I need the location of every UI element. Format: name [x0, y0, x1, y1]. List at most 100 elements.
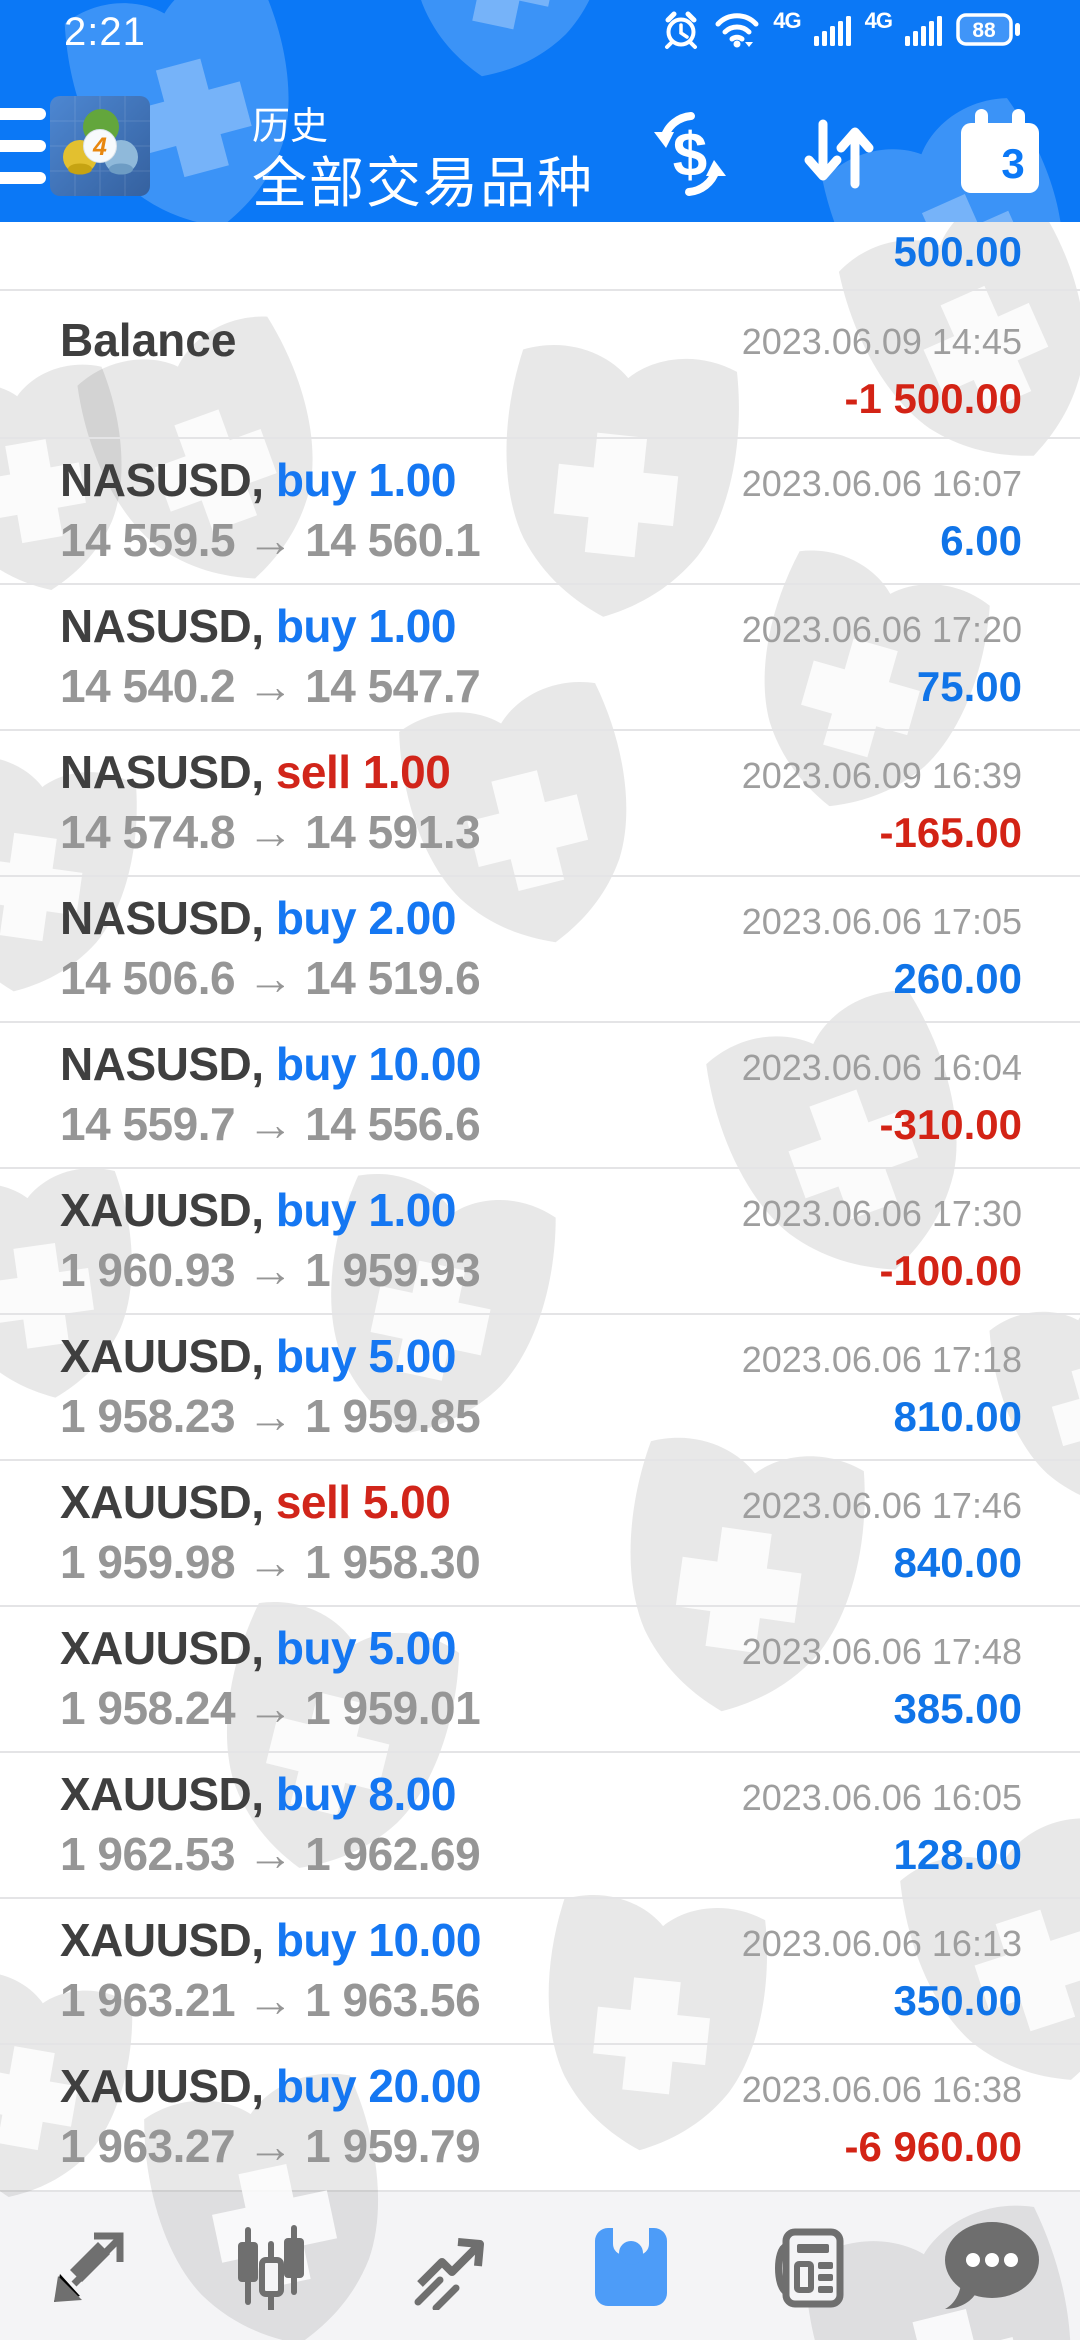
trade-datetime: 2023.06.06 16:38 — [741, 2069, 1022, 2110]
trade-open-price: 1 963.21 — [60, 1974, 236, 2026]
mt4-app-icon[interactable]: 4 — [50, 96, 150, 196]
trade-side-volume: buy 5.00 — [275, 1330, 457, 1382]
currency-exchange-icon: $ — [654, 112, 726, 196]
trade-close-price: 14 519.6 — [305, 952, 481, 1004]
trade-side-volume: buy 10.00 — [275, 1914, 482, 1966]
header-title-symbol-filter[interactable]: 全部交易品种 — [252, 152, 595, 214]
nav-charts[interactable] — [180, 2192, 360, 2340]
trade-symbol: XAUUSD, — [60, 1330, 276, 1382]
trade-symbol: XAUUSD, — [60, 1184, 276, 1236]
header-subtitle: 历史 — [252, 106, 329, 148]
trade-open-price: 1 962.53 — [60, 1828, 236, 1880]
trade-open-price: 1 960.93 — [60, 1244, 236, 1296]
trade-profit: -165.00 — [879, 809, 1022, 856]
history-trade-row[interactable]: NASUSD, buy 10.00 14 559.7 → 14 556.6 20… — [0, 1021, 1080, 1167]
svg-text:$: $ — [673, 121, 707, 190]
trade-side-volume: sell 1.00 — [275, 746, 451, 798]
trade-symbol: XAUUSD, — [60, 1476, 276, 1528]
trade-open-price: 14 506.6 — [60, 952, 236, 1004]
nav-history[interactable] — [540, 2192, 720, 2340]
trade-datetime: 2023.06.06 17:20 — [741, 609, 1022, 650]
trade-side-volume: buy 5.00 — [275, 1622, 457, 1674]
price-arrow-icon: → — [247, 514, 306, 566]
history-row-partial[interactable]: 500.00 — [0, 222, 1080, 289]
trade-close-price: 1 959.93 — [305, 1244, 481, 1296]
trade-profit: 350.00 — [893, 1977, 1022, 2024]
history-trade-row[interactable]: NASUSD, buy 1.00 14 540.2 → 14 547.7 202… — [0, 583, 1080, 729]
trade-side-volume: buy 20.00 — [275, 2060, 482, 2112]
trade-side-volume: buy 1.00 — [275, 600, 457, 652]
history-trade-row[interactable]: XAUUSD, sell 5.00 1 959.98 → 1 958.30 20… — [0, 1459, 1080, 1605]
svg-text:3: 3 — [1001, 140, 1024, 187]
history-trade-row[interactable]: XAUUSD, buy 5.00 1 958.23 → 1 959.85 202… — [0, 1313, 1080, 1459]
wifi-icon — [715, 13, 759, 48]
nav-news[interactable] — [720, 2192, 900, 2340]
trade-side-volume: buy 8.00 — [275, 1768, 457, 1820]
trade-open-price: 14 540.2 — [60, 660, 236, 712]
balance-datetime: 2023.06.09 14:45 — [741, 321, 1022, 362]
trade-profit: 500.00 — [893, 228, 1022, 275]
trade-datetime: 2023.06.06 16:13 — [741, 1923, 1022, 1964]
alarm-clock-icon — [665, 11, 698, 49]
price-arrow-icon: → — [247, 1244, 306, 1296]
trade-profit: 810.00 — [893, 1393, 1022, 1440]
trade-datetime: 2023.06.06 17:18 — [741, 1339, 1022, 1380]
trade-close-price: 14 547.7 — [305, 660, 481, 712]
history-trade-row[interactable]: XAUUSD, buy 10.00 1 963.21 → 1 963.56 20… — [0, 1897, 1080, 2043]
trade-close-price: 14 591.3 — [305, 806, 481, 858]
nav-trade[interactable] — [360, 2192, 540, 2340]
trade-profit: -310.00 — [879, 1101, 1022, 1148]
network-type-label: 4G — [773, 8, 801, 33]
history-trade-row[interactable]: XAUUSD, buy 1.00 1 960.93 → 1 959.93 202… — [0, 1167, 1080, 1313]
balance-amount: -1 500.00 — [844, 375, 1022, 422]
history-trade-row[interactable]: NASUSD, buy 2.00 14 506.6 → 14 519.6 202… — [0, 875, 1080, 1021]
trade-profit: 6.00 — [940, 517, 1022, 564]
trade-symbol: XAUUSD, — [60, 2060, 276, 2112]
price-arrow-icon: → — [247, 1390, 306, 1442]
price-arrow-icon: → — [247, 1828, 306, 1880]
nav-quotes[interactable] — [0, 2192, 180, 2340]
balance-label: Balance — [60, 314, 237, 366]
history-trade-row[interactable]: NASUSD, buy 1.00 14 559.5 → 14 560.1 202… — [0, 437, 1080, 583]
status-time: 2:21 — [64, 10, 146, 54]
trade-open-price: 14 574.8 — [60, 806, 236, 858]
hamburger-menu-button[interactable] — [0, 108, 50, 194]
chat-bubble-button[interactable] — [900, 2192, 1080, 2340]
signal-bars-icon — [813, 16, 851, 46]
price-arrow-icon: → — [247, 660, 306, 712]
bottom-navigation — [0, 2190, 1080, 2340]
trade-symbol: XAUUSD, — [60, 1914, 276, 1966]
trade-side-volume: buy 10.00 — [275, 1038, 482, 1090]
trade-datetime: 2023.06.06 17:48 — [741, 1631, 1022, 1672]
history-trade-row[interactable]: NASUSD, sell 1.00 14 574.8 → 14 591.3 20… — [0, 729, 1080, 875]
deposit-currency-button[interactable]: $ — [642, 106, 738, 202]
history-balance-row[interactable]: Balance 2023.06.09 14:45 -1 500.00 — [0, 289, 1080, 437]
network-type-label: 4G — [864, 8, 893, 33]
calendar-icon: 3 — [961, 109, 1039, 193]
history-trade-row[interactable]: XAUUSD, buy 8.00 1 962.53 → 1 962.69 202… — [0, 1751, 1080, 1897]
date-range-button[interactable]: 3 — [952, 106, 1048, 202]
trade-datetime: 2023.06.06 17:46 — [741, 1485, 1022, 1526]
history-trade-row[interactable]: XAUUSD, buy 5.00 1 958.24 → 1 959.01 202… — [0, 1605, 1080, 1751]
chat-bubble-icon — [945, 2222, 1039, 2309]
price-arrow-icon: → — [247, 1682, 306, 1734]
sort-arrows-icon — [804, 119, 874, 189]
price-arrow-icon: → — [247, 806, 306, 858]
trade-side-volume: buy 1.00 — [275, 1184, 457, 1236]
trade-side-volume: buy 2.00 — [275, 892, 457, 944]
trade-close-price: 1 959.85 — [305, 1390, 481, 1442]
trade-profit: -6 960.00 — [844, 2123, 1022, 2170]
trade-profit: 128.00 — [893, 1831, 1022, 1878]
trade-open-price: 1 958.24 — [60, 1682, 236, 1734]
trade-side-volume: buy 1.00 — [275, 454, 457, 506]
trade-profit: 260.00 — [893, 955, 1022, 1002]
trade-symbol: NASUSD, — [60, 892, 276, 944]
sort-button[interactable] — [790, 106, 886, 202]
history-trade-row[interactable]: XAUUSD, buy 20.00 1 963.27 → 1 959.79 20… — [0, 2043, 1080, 2189]
trade-symbol: XAUUSD, — [60, 1622, 276, 1674]
quotes-arrows-icon — [54, 2232, 124, 2302]
news-journal-icon — [775, 2228, 844, 2308]
trade-symbol: XAUUSD, — [60, 1768, 276, 1820]
trade-datetime: 2023.06.06 16:04 — [741, 1047, 1022, 1088]
